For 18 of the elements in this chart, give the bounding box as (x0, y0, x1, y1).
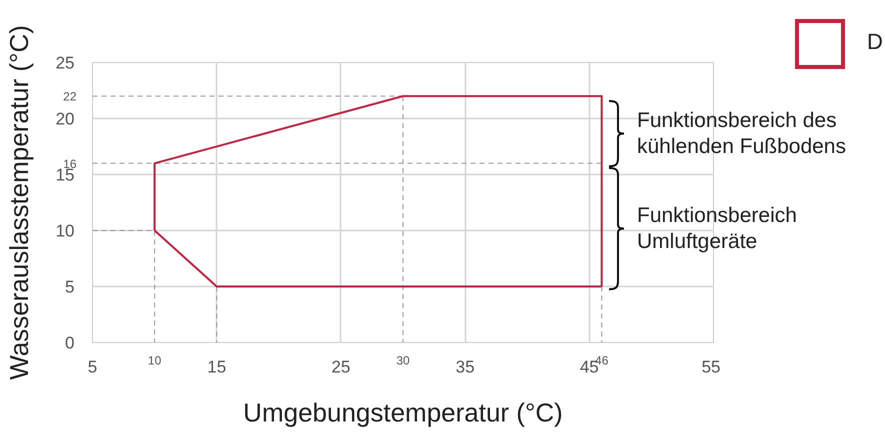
x-tick-label: 10 (148, 354, 162, 368)
y-tick-label: 25 (56, 54, 75, 72)
y-tick-label: 5 (65, 278, 75, 296)
annotation: Funktionsbereich Umluftgeräte (637, 203, 798, 256)
x-axis-title: Umgebungstemperatur (°C) (243, 398, 563, 428)
y-tick-label: 0 (65, 334, 75, 352)
x-tick-label: 25 (331, 358, 350, 376)
x-tick-label: 5 (88, 358, 98, 376)
y-tick-label: 20 (56, 110, 75, 128)
annotation: Funktionsbereich des kühlenden Fußbodens (637, 108, 847, 160)
y-tick-label: 22 (63, 90, 77, 104)
x-tick-label: 30 (396, 354, 410, 368)
x-tick-label: 55 (702, 358, 721, 376)
text: D (867, 29, 883, 55)
y-axis-title: Wasserauslasstemperatur (°C) (4, 25, 34, 380)
y-tick-label: 10 (56, 222, 75, 240)
x-tick-label: 35 (456, 358, 475, 376)
x-tick-label: 15 (207, 358, 226, 376)
